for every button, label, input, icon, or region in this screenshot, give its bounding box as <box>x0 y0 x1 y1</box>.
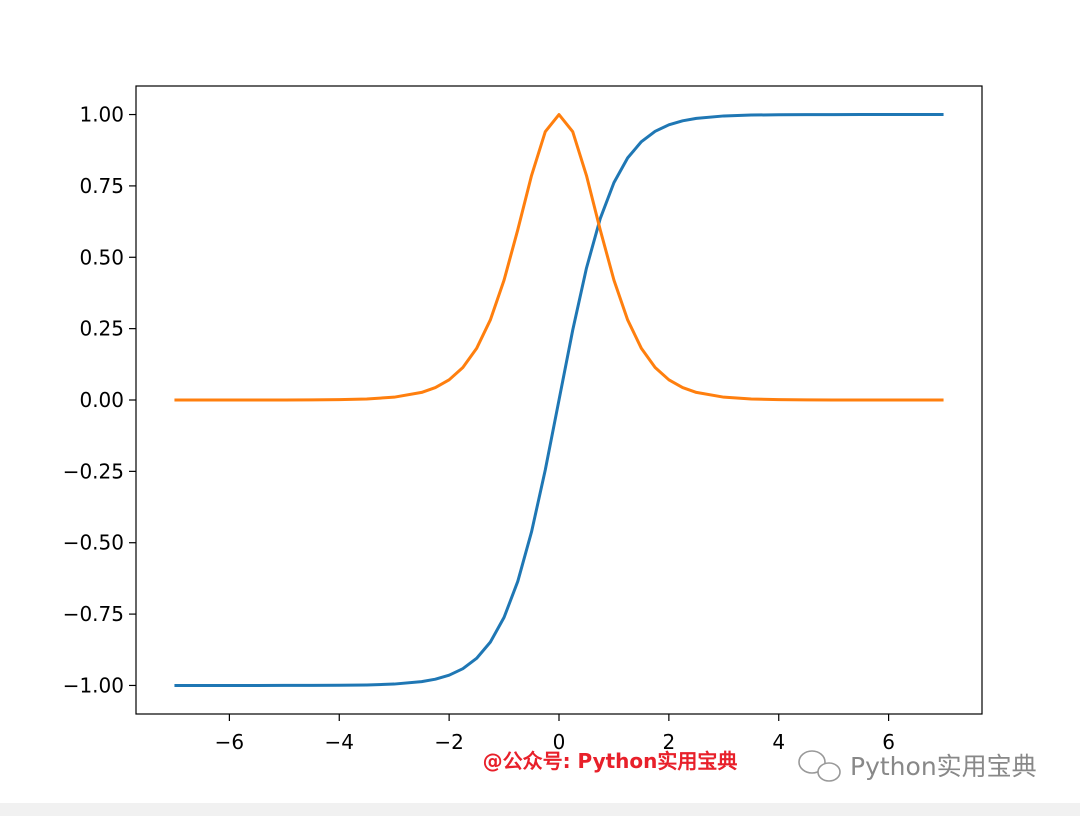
line-series <box>174 113 944 687</box>
watermark: @公众号: Python实用宝典 <box>483 749 738 773</box>
x-tick-label: 6 <box>882 730 895 754</box>
x-tick-label: 0 <box>553 730 566 754</box>
y-tick-label: 0.00 <box>79 388 124 412</box>
y-tick-label: −0.50 <box>63 531 124 555</box>
y-tick-label: 0.25 <box>79 317 124 341</box>
line-series <box>174 113 944 402</box>
brand-text: Python实用宝典 <box>850 752 1037 781</box>
y-tick-label: 0.75 <box>79 174 124 198</box>
x-tick-label: 4 <box>772 730 785 754</box>
x-tick-label: −4 <box>325 730 354 754</box>
plot-frame <box>135 85 983 715</box>
x-tick-label: 2 <box>663 730 676 754</box>
bottom-bar <box>0 803 1080 816</box>
x-tick-label: −6 <box>215 730 244 754</box>
y-tick-label: 0.50 <box>79 245 124 269</box>
y-tick-label: −1.00 <box>63 673 124 697</box>
y-tick-label: 1.00 <box>79 103 124 127</box>
wechat-icon <box>798 750 841 782</box>
y-tick-label: −0.75 <box>63 602 124 626</box>
y-tick-label: −0.25 <box>63 459 124 483</box>
x-tick-label: −2 <box>434 730 463 754</box>
